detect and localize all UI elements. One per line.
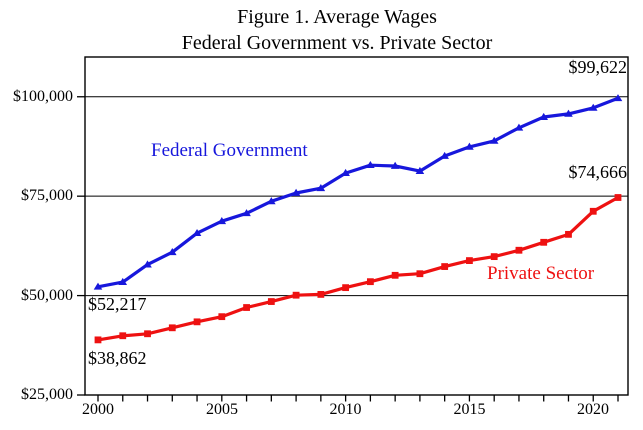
private-sector-marker-2003 xyxy=(168,324,176,332)
federal-government-marker-2010 xyxy=(341,168,350,177)
federal-government-marker-2021 xyxy=(613,94,623,102)
federal-government-marker-2013 xyxy=(415,166,425,175)
x-tick-label-2015: 2015 xyxy=(453,401,486,418)
private-sector-series-label: Private Sector xyxy=(487,263,595,284)
x-tick-label-2020: 2020 xyxy=(577,401,609,418)
private-sector-marker-2009 xyxy=(317,290,325,298)
private-sector-marker-2021 xyxy=(614,194,622,201)
private-sector-marker-2005 xyxy=(218,313,226,321)
chart-title-line1: Figure 1. Average Wages xyxy=(237,6,437,28)
federal-government-marker-2002 xyxy=(143,260,152,268)
private-sector-marker-2019 xyxy=(565,230,572,238)
private-sector-marker-2015 xyxy=(466,257,473,264)
chart-title-line2: Federal Government vs. Private Sector xyxy=(181,32,493,54)
private-sector-marker-2010 xyxy=(342,284,350,292)
federal-government-marker-2008 xyxy=(291,188,301,196)
federal-government-marker-2020 xyxy=(588,103,598,111)
x-tick-label-2000: 2000 xyxy=(82,401,114,418)
private-sector-line xyxy=(96,195,620,342)
x-tick-label-2010: 2010 xyxy=(329,401,362,418)
federal-government-marker-2004 xyxy=(192,228,202,237)
federal-government-marker-2012 xyxy=(390,161,400,169)
federal-government-marker-2000 xyxy=(93,282,103,290)
federal-government-marker-2015 xyxy=(465,142,474,150)
private-sector-marker-2011 xyxy=(366,278,374,286)
federal-government-marker-2014 xyxy=(440,151,449,159)
federal-2021-value-annotation: $99,622 xyxy=(568,57,628,77)
private-sector-marker-2008 xyxy=(292,291,300,299)
federal-government-series-label: Federal Government xyxy=(151,140,308,161)
federal-government-marker-2019 xyxy=(564,109,573,117)
private-sector-marker-2020 xyxy=(589,207,597,215)
private-sector-marker-2006 xyxy=(243,304,250,311)
federal-government-marker-2011 xyxy=(366,160,375,169)
plot-frame xyxy=(84,56,629,396)
private-2000-value-annotation: $38,862 xyxy=(88,348,147,368)
private-sector-marker-2017 xyxy=(515,246,523,254)
x-tick-label-2005: 2005 xyxy=(206,401,238,418)
federal-government-marker-2017 xyxy=(514,123,524,131)
y-tick-label-100000: $100,000 xyxy=(13,88,73,105)
chart-title: Figure 1. Average Wages Federal Governme… xyxy=(34,4,640,56)
private-sector-marker-2001 xyxy=(119,332,127,340)
federal-government-marker-2007 xyxy=(267,197,276,205)
private-sector-marker-2016 xyxy=(490,253,498,261)
federal-2000-value-annotation: $52,217 xyxy=(88,294,147,314)
federal-government-marker-2003 xyxy=(167,248,177,256)
federal-government-line xyxy=(96,96,620,289)
private-sector-marker-2004 xyxy=(193,318,201,326)
federal-government-marker-2009 xyxy=(316,184,326,192)
private-sector-marker-2000 xyxy=(94,336,102,344)
y-tick-label-75000: $75,000 xyxy=(21,187,73,204)
federal-government-marker-2001 xyxy=(118,277,128,285)
private-sector-marker-2002 xyxy=(144,330,151,338)
private-sector-marker-2014 xyxy=(441,263,449,270)
private-sector-marker-2018 xyxy=(540,238,548,246)
private-sector-marker-2007 xyxy=(267,298,275,305)
federal-government-marker-2018 xyxy=(539,112,549,120)
federal-government-marker-2005 xyxy=(217,217,227,225)
federal-government-marker-2006 xyxy=(242,209,251,217)
federal-government-marker-2016 xyxy=(489,136,499,144)
y-tick-label-50000: $50,000 xyxy=(21,286,73,304)
private-sector-marker-2013 xyxy=(416,270,424,278)
y-tick-label-25000: $25,000 xyxy=(21,386,73,403)
private-2021-value-annotation: $74,666 xyxy=(568,162,628,182)
private-sector-marker-2012 xyxy=(391,271,399,279)
